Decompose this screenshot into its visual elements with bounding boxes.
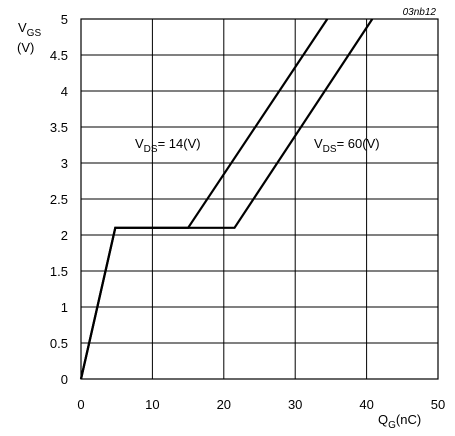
y-tick-label: 1 [61, 300, 68, 315]
y-tick-label: 0 [61, 372, 68, 387]
y-tick-label: 3 [61, 156, 68, 171]
figure-id: 03nb12 [403, 7, 437, 18]
x-tick-label: 20 [217, 397, 231, 412]
series-label-vds-14: VDS= 14(V) [135, 136, 201, 155]
x-tick-label: 30 [288, 397, 302, 412]
series-line-vds-60 [79, 18, 374, 380]
y-axis-title: VGS [18, 20, 41, 39]
series-label-vds-60: VDS= 60(V) [314, 136, 380, 155]
x-tick-label: 50 [431, 397, 445, 412]
x-axis-title: QG(nC) [378, 412, 421, 431]
x-tick-label: 40 [359, 397, 373, 412]
x-tick-label: 0 [77, 397, 84, 412]
series-lines [79, 18, 374, 380]
y-tick-label: 4.5 [50, 48, 68, 63]
y-tick-label: 2.5 [50, 192, 68, 207]
plot-frame [80, 18, 439, 380]
y-tick-label: 2 [61, 228, 68, 243]
y-tick-label: 5 [61, 12, 68, 27]
y-tick-label: 0.5 [50, 336, 68, 351]
y-tick-labels: 0 0.5 1 1.5 2 2.5 3 3.5 4 4.5 5 [50, 12, 68, 387]
y-tick-label: 4 [61, 84, 68, 99]
x-tick-labels: 0 10 20 30 40 50 [77, 397, 445, 412]
y-tick-label: 1.5 [50, 264, 68, 279]
grid-lines [81, 19, 438, 379]
x-tick-label: 10 [145, 397, 159, 412]
y-axis-unit: (V) [17, 40, 34, 55]
y-tick-label: 3.5 [50, 120, 68, 135]
